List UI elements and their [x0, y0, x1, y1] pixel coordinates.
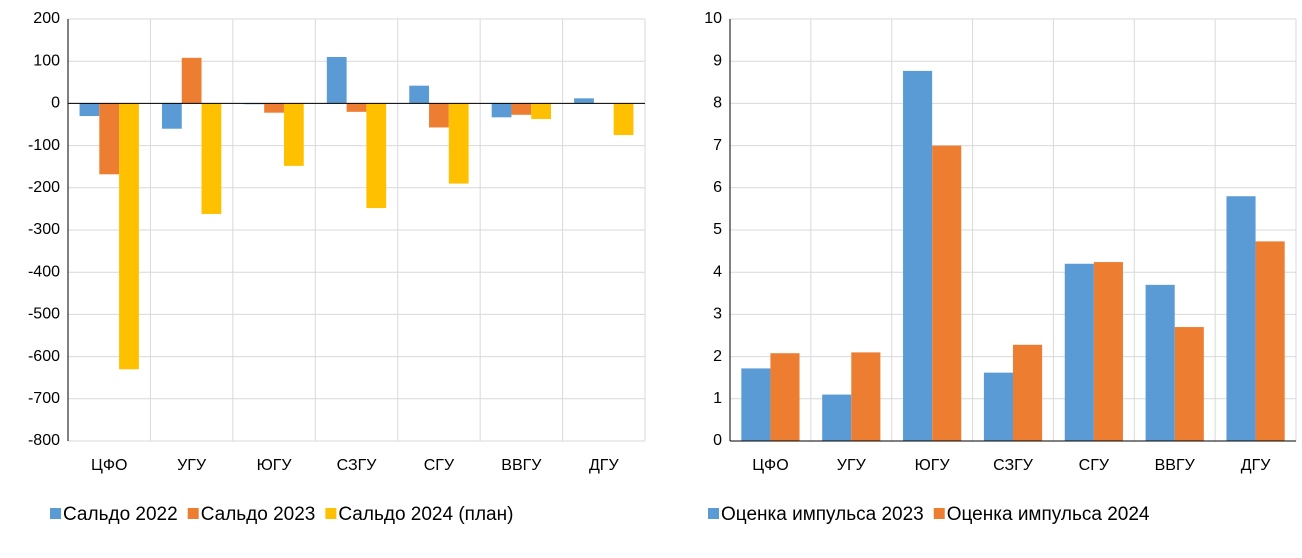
x-tick-label: ДГУ	[1241, 457, 1272, 474]
legend-swatch	[187, 508, 199, 519]
legend-label: Сальдо 2023	[201, 504, 316, 525]
bar	[1013, 344, 1043, 441]
bar	[574, 98, 594, 104]
y-tick-label: 2	[713, 348, 722, 365]
y-tick-label: 200	[33, 10, 60, 27]
bar	[1226, 196, 1256, 441]
x-tick-label: ВВГУ	[1155, 457, 1196, 474]
bar	[613, 103, 634, 136]
bar	[822, 394, 852, 441]
x-tick-label: УГУ	[837, 457, 867, 474]
legend-swatch	[325, 508, 337, 519]
bar	[201, 103, 222, 214]
bar	[1255, 241, 1285, 441]
x-tick-label: СГУ	[1079, 457, 1110, 474]
bar	[770, 353, 800, 441]
bar	[79, 103, 100, 117]
x-tick-label: ЮГУ	[915, 457, 951, 474]
bar	[99, 103, 120, 175]
bar	[511, 103, 532, 115]
y-tick-label: 8	[713, 95, 722, 112]
legend-swatch	[708, 508, 719, 519]
legend-swatch	[50, 508, 61, 519]
bar	[346, 103, 367, 112]
bar	[531, 103, 552, 120]
x-tick-label: ЮГУ	[257, 457, 293, 474]
legend-label: Сальдо 2022	[63, 504, 178, 525]
y-tick-label: -800	[28, 432, 60, 449]
bar	[1174, 327, 1204, 441]
legend-label: Сальдо 2024 (план)	[338, 504, 513, 525]
x-tick-label: ЦФО	[91, 457, 127, 474]
bar	[851, 352, 881, 441]
y-tick-label: -300	[28, 221, 60, 238]
x-tick-label: СГУ	[424, 457, 455, 474]
bar	[181, 57, 202, 104]
bar	[409, 85, 430, 104]
bar	[741, 368, 771, 441]
y-tick-label: 0	[713, 432, 722, 449]
bar	[1064, 263, 1094, 441]
y-tick-label: 0	[51, 95, 60, 112]
y-tick-label: -700	[28, 390, 60, 407]
y-tick-label: 3	[713, 306, 722, 323]
y-tick-label: 7	[713, 137, 722, 154]
y-tick-label: 9	[713, 52, 722, 69]
legend-label: Оценка импульса 2023	[721, 504, 924, 525]
legend-swatch	[933, 508, 945, 519]
y-tick-label: -200	[28, 179, 60, 196]
bar	[983, 372, 1013, 441]
bar	[119, 103, 139, 370]
bar	[903, 70, 933, 441]
y-tick-label: -600	[28, 348, 60, 365]
y-tick-label: 1	[713, 390, 722, 407]
legend-label: Оценка импульса 2024	[947, 504, 1150, 525]
y-tick-label: 6	[713, 179, 722, 196]
x-tick-label: ДГУ	[589, 457, 620, 474]
bar	[1093, 262, 1123, 441]
bar	[1145, 284, 1175, 441]
bar	[491, 103, 512, 118]
bar	[932, 145, 962, 441]
y-tick-label: 10	[704, 10, 722, 27]
bar	[429, 103, 449, 128]
y-tick-label: -400	[28, 263, 60, 280]
y-tick-label: -500	[28, 306, 60, 323]
x-tick-label: СЗГУ	[337, 457, 378, 474]
x-tick-label: ЦФО	[752, 457, 788, 474]
bar	[448, 103, 469, 184]
y-tick-label: 4	[713, 263, 722, 280]
bar	[326, 56, 347, 104]
x-tick-label: СЗГУ	[993, 457, 1034, 474]
bar	[283, 103, 304, 166]
y-tick-label: 5	[713, 221, 722, 238]
y-tick-label: 100	[33, 52, 60, 69]
y-tick-label: -100	[28, 137, 60, 154]
bar	[366, 103, 387, 209]
bar	[161, 103, 182, 129]
x-tick-label: УГУ	[177, 457, 207, 474]
bar	[264, 103, 284, 113]
x-tick-label: ВВГУ	[501, 457, 542, 474]
